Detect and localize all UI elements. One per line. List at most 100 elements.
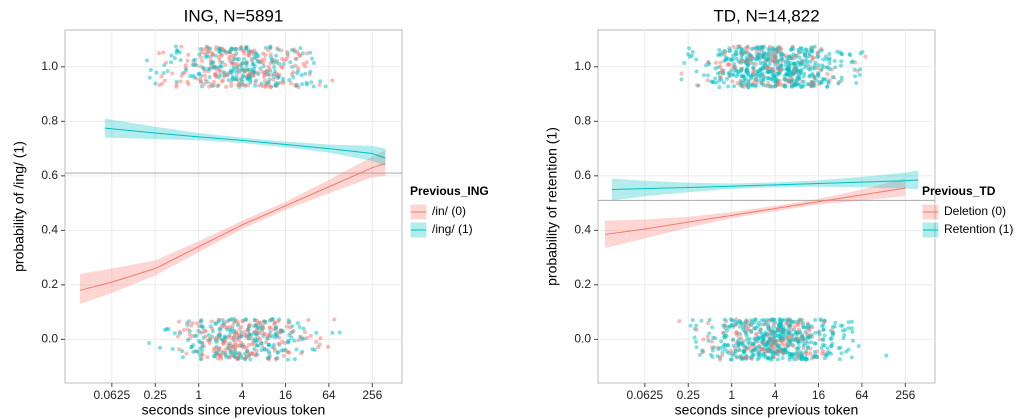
jitter-point bbox=[288, 81, 293, 86]
jitter-point bbox=[741, 327, 746, 332]
jitter-point bbox=[267, 67, 272, 72]
jitter-point bbox=[694, 323, 699, 328]
jitter-point bbox=[762, 75, 767, 80]
jitter-point bbox=[317, 342, 322, 347]
jitter-point bbox=[706, 321, 711, 326]
jitter-point bbox=[268, 46, 273, 51]
jitter-point bbox=[751, 69, 756, 74]
fit-line bbox=[79, 163, 386, 291]
jitter-point bbox=[208, 46, 213, 51]
jitter-point bbox=[301, 326, 306, 331]
jitter-point bbox=[832, 324, 837, 329]
jitter-point bbox=[233, 339, 238, 344]
jitter-point bbox=[734, 47, 739, 52]
jitter-point bbox=[246, 343, 251, 348]
jitter-point bbox=[819, 81, 824, 86]
jitter-point bbox=[191, 63, 196, 68]
jitter-point bbox=[767, 61, 772, 66]
jitter-point bbox=[206, 50, 211, 55]
jitter-point bbox=[719, 53, 724, 58]
jitter-point bbox=[837, 357, 842, 362]
jitter-point bbox=[732, 351, 737, 356]
jitter-point bbox=[827, 78, 832, 83]
jitter-point bbox=[693, 339, 698, 344]
jitter-point bbox=[849, 355, 854, 360]
jitter-point bbox=[800, 335, 805, 340]
jitter-point bbox=[267, 332, 272, 337]
jitter-point bbox=[740, 58, 745, 63]
jitter-point bbox=[237, 70, 242, 75]
jitter-point bbox=[789, 56, 794, 61]
jitter-point bbox=[220, 46, 225, 51]
jitter-point bbox=[198, 55, 203, 60]
jitter-point bbox=[710, 348, 715, 353]
jitter-point bbox=[147, 75, 152, 80]
jitter-point bbox=[771, 350, 776, 355]
jitter-point bbox=[226, 318, 231, 323]
jitter-point bbox=[692, 335, 697, 340]
jitter-point bbox=[246, 354, 251, 359]
legend-title: Previous_TD bbox=[922, 184, 996, 198]
jitter-point bbox=[285, 49, 290, 54]
y-tick-label: 0.4 bbox=[41, 223, 58, 237]
jitter-point bbox=[805, 50, 810, 55]
jitter-point bbox=[725, 349, 730, 354]
jitter-point bbox=[801, 79, 806, 84]
jitter-point bbox=[274, 71, 279, 76]
jitter-point bbox=[790, 84, 795, 89]
jitter-point bbox=[754, 46, 759, 51]
jitter-point bbox=[236, 355, 241, 360]
jitter-point bbox=[796, 341, 801, 346]
jitter-point bbox=[317, 82, 322, 87]
jitter-point bbox=[240, 74, 245, 79]
jitter-point bbox=[295, 71, 300, 76]
jitter-point bbox=[724, 56, 729, 61]
jitter-point bbox=[300, 82, 305, 87]
jitter-point bbox=[839, 75, 844, 80]
jitter-point bbox=[705, 78, 710, 83]
jitter-point bbox=[199, 80, 204, 85]
jitter-point bbox=[801, 83, 806, 88]
jitter-point bbox=[694, 327, 699, 332]
jitter-point bbox=[794, 63, 799, 68]
jitter-point bbox=[235, 66, 240, 71]
jitter-point bbox=[779, 341, 784, 346]
jitter-point bbox=[780, 356, 785, 361]
jitter-point bbox=[744, 318, 749, 323]
confidence-ribbon bbox=[79, 149, 386, 304]
jitter-point bbox=[798, 45, 803, 50]
y-tick-label: 0.2 bbox=[574, 277, 591, 291]
jitter-point bbox=[279, 348, 284, 353]
jitter-point bbox=[228, 68, 233, 73]
jitter-point bbox=[178, 58, 183, 63]
jitter-point bbox=[742, 349, 747, 354]
jitter-point bbox=[293, 63, 298, 68]
legend-label: Retention (1) bbox=[944, 222, 1013, 236]
jitter-point bbox=[765, 349, 770, 354]
jitter-point bbox=[249, 332, 254, 337]
jitter-point bbox=[289, 335, 294, 340]
jitter-point bbox=[233, 48, 238, 53]
jitter-point bbox=[755, 54, 760, 59]
x-axis-label: seconds since previous token bbox=[142, 402, 326, 418]
jitter-point bbox=[229, 47, 234, 52]
jitter-point bbox=[250, 342, 255, 347]
jitter-point bbox=[776, 82, 781, 87]
jitter-point bbox=[245, 350, 250, 355]
jitter-point bbox=[253, 83, 258, 88]
confidence-ribbon bbox=[104, 118, 386, 167]
jitter-point bbox=[183, 63, 188, 68]
jitter-point bbox=[788, 61, 793, 66]
jitter-point bbox=[705, 73, 710, 78]
jitter-point bbox=[308, 333, 313, 338]
jitter-point bbox=[209, 319, 214, 324]
jitter-point bbox=[709, 352, 714, 357]
jitter-point bbox=[718, 64, 723, 69]
jitter-point bbox=[717, 78, 722, 83]
jitter-point bbox=[200, 58, 205, 63]
jitter-point bbox=[314, 339, 319, 344]
jitter-point bbox=[719, 339, 724, 344]
jitter-point bbox=[763, 330, 768, 335]
jitter-point bbox=[749, 318, 754, 323]
jitter-point bbox=[259, 348, 264, 353]
